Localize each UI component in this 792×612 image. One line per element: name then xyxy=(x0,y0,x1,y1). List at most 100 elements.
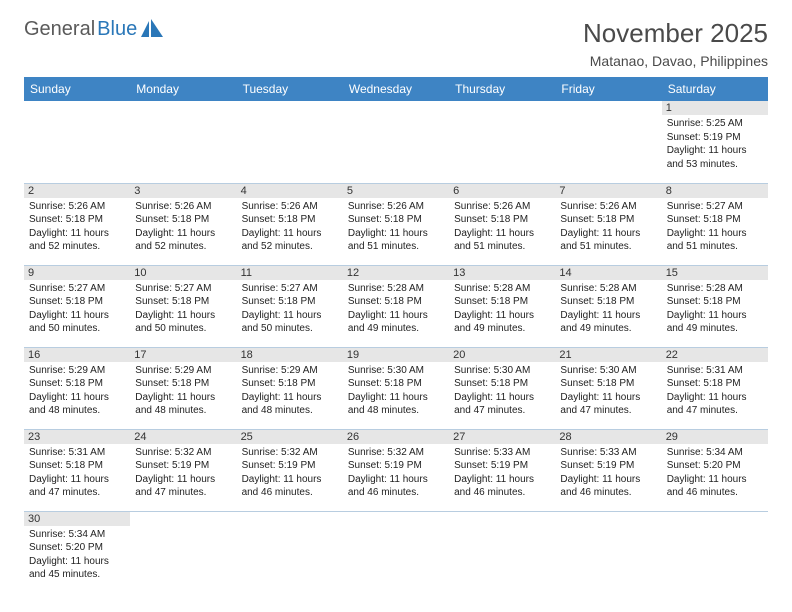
cell-line-dl1: Daylight: 11 hours xyxy=(667,227,763,241)
cell-line-sr: Sunrise: 5:26 AM xyxy=(135,200,231,214)
cell-line-sr: Sunrise: 5:33 AM xyxy=(454,446,550,460)
day-number: 9 xyxy=(24,266,130,280)
cell-line-sr: Sunrise: 5:34 AM xyxy=(667,446,763,460)
cell-body: Sunrise: 5:28 AMSunset: 5:18 PMDaylight:… xyxy=(560,282,656,336)
cell-line-dl2: and 50 minutes. xyxy=(242,322,338,336)
cell-line-ss: Sunset: 5:18 PM xyxy=(454,295,550,309)
cell-line-ss: Sunset: 5:18 PM xyxy=(29,295,125,309)
cell-line-dl2: and 53 minutes. xyxy=(667,158,763,172)
cell-line-sr: Sunrise: 5:28 AM xyxy=(667,282,763,296)
calendar-cell-blank xyxy=(555,511,661,593)
cell-line-dl1: Daylight: 11 hours xyxy=(667,144,763,158)
cell-line-dl1: Daylight: 11 hours xyxy=(560,227,656,241)
cell-line-ss: Sunset: 5:19 PM xyxy=(348,459,444,473)
cell-line-dl2: and 46 minutes. xyxy=(348,486,444,500)
cell-line-dl2: and 47 minutes. xyxy=(560,404,656,418)
calendar-cell: 27Sunrise: 5:33 AMSunset: 5:19 PMDayligh… xyxy=(449,429,555,511)
cell-line-ss: Sunset: 5:20 PM xyxy=(29,541,125,555)
cell-line-dl2: and 52 minutes. xyxy=(135,240,231,254)
cell-body: Sunrise: 5:26 AMSunset: 5:18 PMDaylight:… xyxy=(454,200,550,254)
calendar-cell: 13Sunrise: 5:28 AMSunset: 5:18 PMDayligh… xyxy=(449,265,555,347)
calendar-cell: 17Sunrise: 5:29 AMSunset: 5:18 PMDayligh… xyxy=(130,347,236,429)
calendar-cell: 3 Sunrise: 5:26 AMSunset: 5:18 PMDaylight… xyxy=(130,183,236,265)
cell-line-dl1: Daylight: 11 hours xyxy=(560,309,656,323)
calendar-row: 16 Sunrise: 5:29 AMSunset: 5:18 PMDayligh… xyxy=(24,347,768,429)
calendar-cell: 16Sunrise: 5:29 AMSunset: 5:18 PMDayligh… xyxy=(24,347,130,429)
day-number: 29 xyxy=(662,430,768,444)
cell-line-ss: Sunset: 5:18 PM xyxy=(667,295,763,309)
day-header: Thursday xyxy=(449,77,555,101)
cell-line-ss: Sunset: 5:18 PM xyxy=(348,377,444,391)
calendar-cell-blank xyxy=(343,101,449,183)
cell-line-dl1: Daylight: 11 hours xyxy=(242,309,338,323)
cell-line-dl1: Daylight: 11 hours xyxy=(242,473,338,487)
cell-line-sr: Sunrise: 5:25 AM xyxy=(667,117,763,131)
day-number: 3 xyxy=(130,184,236,198)
cell-line-sr: Sunrise: 5:27 AM xyxy=(242,282,338,296)
cell-line-dl2: and 47 minutes. xyxy=(667,404,763,418)
cell-line-dl2: and 46 minutes. xyxy=(454,486,550,500)
cell-line-sr: Sunrise: 5:27 AM xyxy=(135,282,231,296)
cell-line-ss: Sunset: 5:18 PM xyxy=(667,377,763,391)
cell-line-ss: Sunset: 5:19 PM xyxy=(242,459,338,473)
day-number: 25 xyxy=(237,430,343,444)
calendar-row: 1Sunrise: 5:25 AMSunset: 5:19 PMDaylight… xyxy=(24,101,768,183)
calendar-row: 23 Sunrise: 5:31 AMSunset: 5:18 PMDayligh… xyxy=(24,429,768,511)
cell-line-sr: Sunrise: 5:32 AM xyxy=(348,446,444,460)
calendar-cell: 18Sunrise: 5:29 AMSunset: 5:18 PMDayligh… xyxy=(237,347,343,429)
day-number: 23 xyxy=(24,430,130,444)
cell-line-dl2: and 51 minutes. xyxy=(667,240,763,254)
cell-line-sr: Sunrise: 5:27 AM xyxy=(29,282,125,296)
cell-line-dl2: and 47 minutes. xyxy=(135,486,231,500)
cell-line-sr: Sunrise: 5:31 AM xyxy=(667,364,763,378)
cell-line-dl1: Daylight: 11 hours xyxy=(667,391,763,405)
cell-line-sr: Sunrise: 5:26 AM xyxy=(454,200,550,214)
calendar-cell-blank xyxy=(343,511,449,593)
cell-line-ss: Sunset: 5:19 PM xyxy=(560,459,656,473)
calendar-cell: 8Sunrise: 5:27 AMSunset: 5:18 PMDaylight… xyxy=(662,183,768,265)
location: Matanao, Davao, Philippines xyxy=(583,53,768,69)
cell-line-sr: Sunrise: 5:33 AM xyxy=(560,446,656,460)
day-number: 10 xyxy=(130,266,236,280)
day-header: Monday xyxy=(130,77,236,101)
cell-line-ss: Sunset: 5:18 PM xyxy=(242,213,338,227)
cell-line-sr: Sunrise: 5:26 AM xyxy=(29,200,125,214)
cell-line-sr: Sunrise: 5:30 AM xyxy=(348,364,444,378)
cell-body: Sunrise: 5:31 AMSunset: 5:18 PMDaylight:… xyxy=(29,446,125,500)
calendar-cell-blank xyxy=(130,101,236,183)
day-number: 1 xyxy=(662,101,768,115)
cell-line-sr: Sunrise: 5:28 AM xyxy=(560,282,656,296)
cell-line-dl1: Daylight: 11 hours xyxy=(560,391,656,405)
day-number: 24 xyxy=(130,430,236,444)
cell-body: Sunrise: 5:29 AMSunset: 5:18 PMDaylight:… xyxy=(242,364,338,418)
day-number: 22 xyxy=(662,348,768,362)
cell-body: Sunrise: 5:32 AMSunset: 5:19 PMDaylight:… xyxy=(348,446,444,500)
day-number: 7 xyxy=(555,184,661,198)
cell-body: Sunrise: 5:32 AMSunset: 5:19 PMDaylight:… xyxy=(242,446,338,500)
calendar-cell: 6Sunrise: 5:26 AMSunset: 5:18 PMDaylight… xyxy=(449,183,555,265)
cell-body: Sunrise: 5:34 AMSunset: 5:20 PMDaylight:… xyxy=(667,446,763,500)
cell-line-ss: Sunset: 5:20 PM xyxy=(667,459,763,473)
cell-line-sr: Sunrise: 5:30 AM xyxy=(560,364,656,378)
header: GeneralBlue November 2025 Matanao, Davao… xyxy=(24,18,768,69)
cell-line-dl1: Daylight: 11 hours xyxy=(29,227,125,241)
day-number: 16 xyxy=(24,348,130,362)
day-number: 8 xyxy=(662,184,768,198)
cell-line-dl2: and 48 minutes. xyxy=(348,404,444,418)
cell-line-dl2: and 49 minutes. xyxy=(348,322,444,336)
cell-line-ss: Sunset: 5:19 PM xyxy=(454,459,550,473)
cell-line-dl1: Daylight: 11 hours xyxy=(135,227,231,241)
cell-line-dl1: Daylight: 11 hours xyxy=(135,391,231,405)
calendar-cell-blank xyxy=(130,511,236,593)
cell-line-dl2: and 46 minutes. xyxy=(560,486,656,500)
calendar-cell: 25 Sunrise: 5:32 AMSunset: 5:19 PMDayligh… xyxy=(237,429,343,511)
cell-line-dl2: and 45 minutes. xyxy=(29,568,125,582)
cell-line-dl1: Daylight: 11 hours xyxy=(29,473,125,487)
cell-line-ss: Sunset: 5:18 PM xyxy=(135,213,231,227)
cell-line-ss: Sunset: 5:18 PM xyxy=(29,459,125,473)
cell-line-ss: Sunset: 5:18 PM xyxy=(667,213,763,227)
cell-line-dl2: and 46 minutes. xyxy=(242,486,338,500)
calendar-cell: 2Sunrise: 5:26 AMSunset: 5:18 PMDaylight… xyxy=(24,183,130,265)
cell-line-ss: Sunset: 5:19 PM xyxy=(135,459,231,473)
day-number: 26 xyxy=(343,430,449,444)
